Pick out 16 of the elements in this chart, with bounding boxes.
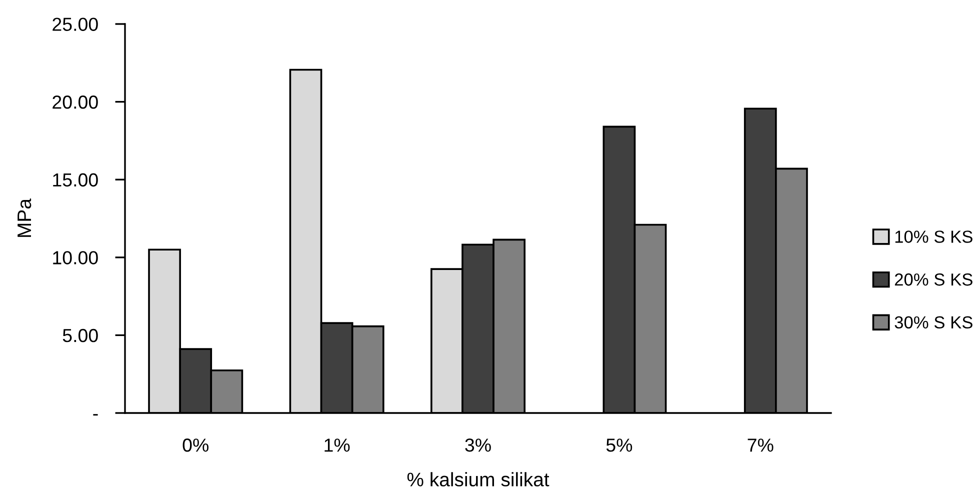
y-tick-label: 15.00 [53,173,98,187]
y-tick-label: - [93,414,98,416]
x-tick-label: 5% [606,438,632,452]
y-tick-label: 5.00 [62,328,98,342]
x-tick-label: 7% [748,438,774,452]
y-tick-label: 10.00 [53,251,98,264]
y-tick-label: 20.00 [52,96,98,109]
legend-label: 30% S KS [894,316,972,329]
x-tick-label: 1% [324,438,350,452]
y-axis-title: MPa [18,198,32,237]
x-axis-title: % kalsium silikat [407,472,550,486]
legend-label: 10% S KS [895,230,972,243]
x-tick-label: 3% [465,438,491,452]
legend-label: 20% S KS [894,273,972,286]
y-tick-label: 25.00 [52,18,98,31]
x-tick-label: 0% [182,438,208,452]
